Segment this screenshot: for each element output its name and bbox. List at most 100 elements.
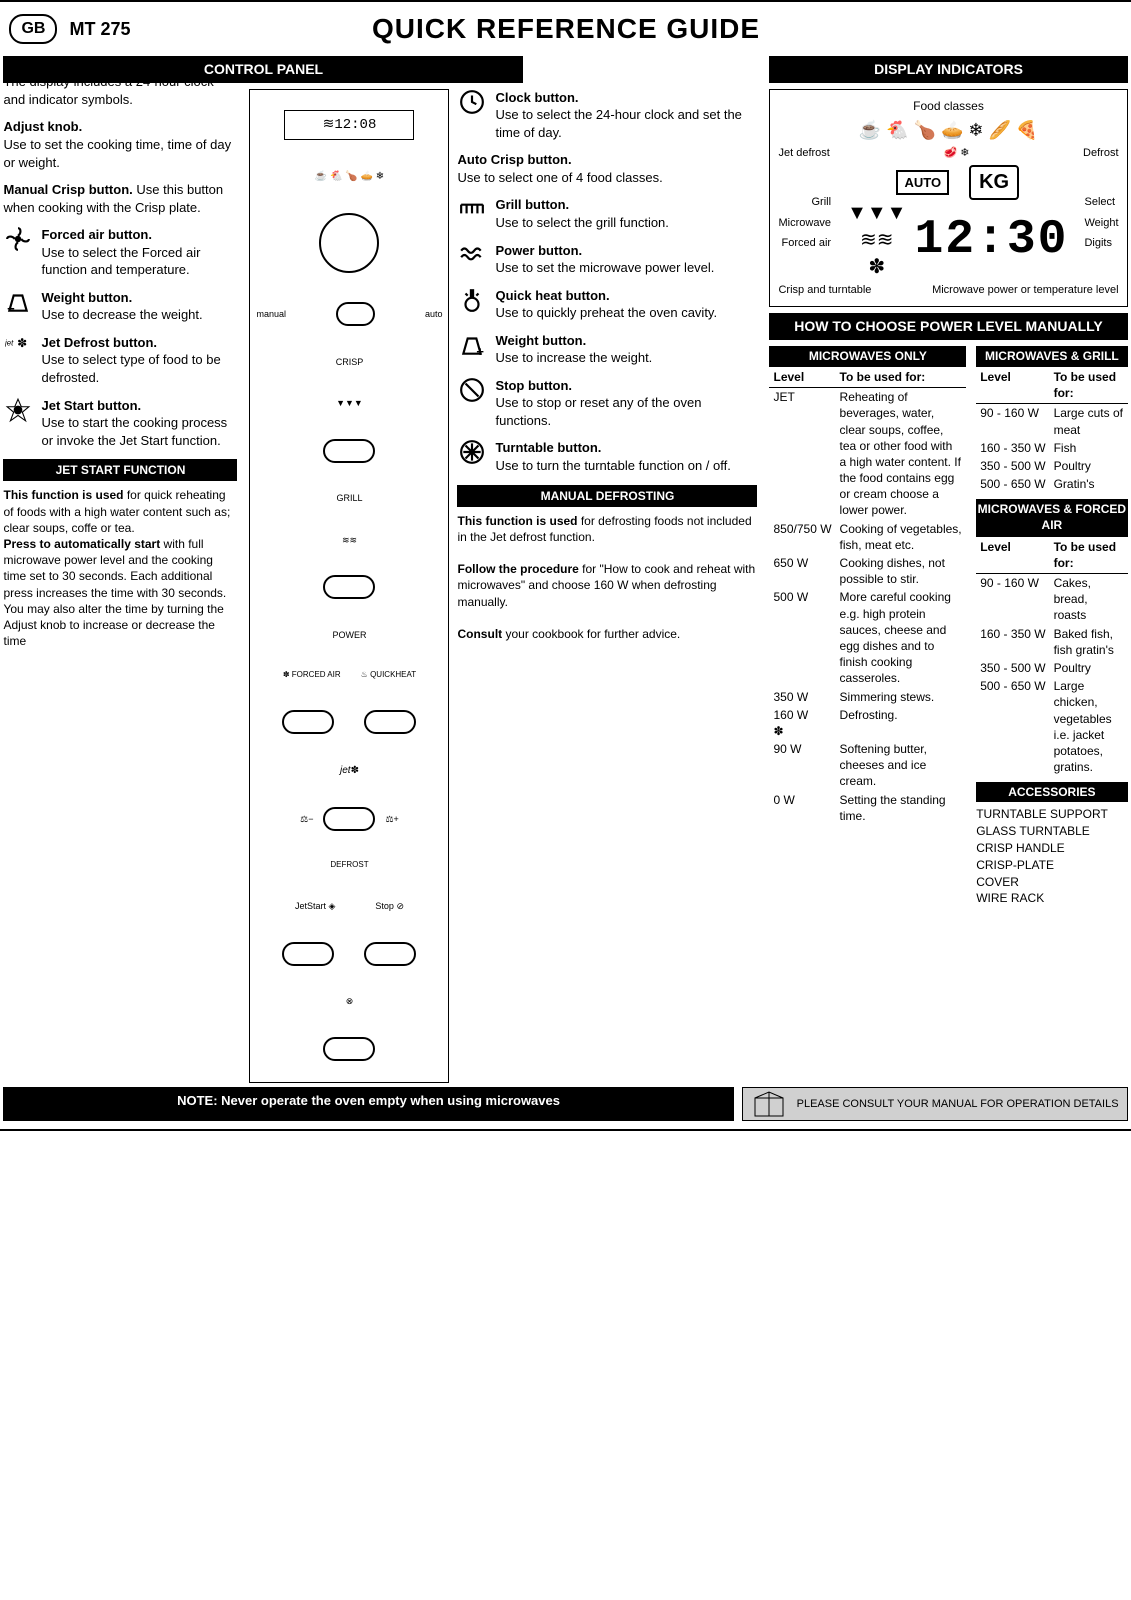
gr-x: Use to select the grill function. [495, 215, 668, 230]
lbl-auto: auto [425, 308, 443, 320]
forced-air-desc: Forced air button. Use to select the For… [3, 226, 237, 279]
table-row: 350 - 500 WPoultry [976, 659, 1127, 677]
columns: Digital display. The display includes a … [0, 56, 1131, 1087]
tt-t: Turntable button. [495, 440, 601, 455]
jd-text: Use to select type of food to be defrost… [41, 352, 220, 385]
mw-only-hdr: MICROWAVES ONLY [769, 346, 966, 366]
table-row: 160 - 350 WFish [976, 439, 1127, 457]
table-row: 850/750 WCooking of vegetables, fish, me… [769, 520, 966, 554]
quickheat-icon [457, 287, 487, 322]
jet-start-hdr: JET START FUNCTION [3, 459, 237, 481]
jet-defrost-icon: jet✽ [3, 334, 33, 387]
panel-display: ≋ 12:08 [284, 110, 414, 140]
col-left: Digital display. The display includes a … [3, 56, 243, 1083]
jetstart-button [282, 942, 334, 966]
tt-x: Use to turn the turntable function on / … [495, 458, 730, 473]
defrost-lbl: Defrost [1083, 146, 1118, 161]
manual-crisp-desc: Manual Crisp button. Use this button whe… [3, 181, 237, 216]
model-number: MT 275 [69, 17, 130, 41]
fa-title: Forced air button. [41, 227, 152, 242]
weight-minus-icon: − [3, 289, 33, 324]
power-button [323, 575, 375, 599]
st-x: Use to stop or reset any of the oven fun… [495, 395, 701, 428]
jet-defrost-lbl: Jet defrost [778, 146, 829, 161]
qh-t: Quick heat button. [495, 288, 609, 303]
panel-row: ≋ 12:08 ☕ 🐔 🍗 🥧 ❄ manual auto CRISP ▼▼▼ … [249, 89, 757, 1083]
th-tbu3: To be used for: [1050, 536, 1128, 573]
turntable-icon [457, 439, 487, 474]
stop-button [364, 942, 416, 966]
guide-sheet: GB MT 275 QUICK REFERENCE GUIDE Digital … [0, 0, 1131, 1131]
lbl-crisp: CRISP [336, 356, 364, 368]
clk-x: Use to select the 24-hour clock and set … [495, 107, 741, 140]
adjust-knob [319, 213, 379, 273]
table-row: 350 - 500 WPoultry [976, 457, 1127, 475]
table-row: 650 WCooking dishes, not possible to sti… [769, 554, 966, 588]
mw-temp-lbl: Microwave power or temperature level [932, 283, 1118, 298]
ac-t: Auto Crisp button. [457, 152, 571, 167]
table-row: 350 WSimmering stews. [769, 688, 966, 706]
table-row: 500 - 650 WLarge chicken, vegetables i.e… [976, 677, 1127, 776]
svg-text:+: + [477, 344, 485, 358]
th-lvl1: Level [769, 366, 835, 387]
jet-start-icon [3, 397, 33, 450]
header: GB MT 275 QUICK REFERENCE GUIDE [0, 2, 1131, 56]
d-dig: Digits [1084, 236, 1118, 251]
mw-grill-table: LevelTo be used for: 90 - 160 WLarge cut… [976, 366, 1127, 493]
power-icon [457, 242, 487, 277]
md3a: Consult [457, 627, 502, 641]
col-mid: CONTROL PANEL ≋ 12:08 ☕ 🐔 🍗 🥧 ❄ manual a… [243, 56, 763, 1083]
svg-text:jet: jet [5, 338, 14, 347]
table-row: 0 WSetting the standing time. [769, 791, 966, 825]
js-b1: This function is used [3, 488, 123, 502]
stop-icon [457, 377, 487, 430]
main-title: QUICK REFERENCE GUIDE [131, 10, 1002, 48]
d-fa: Forced air [778, 236, 831, 251]
th-lvl3: Level [976, 536, 1049, 573]
turntable-button [323, 1037, 375, 1061]
th-tbu2: To be used for: [1050, 366, 1128, 403]
qh-x: Use to quickly preheat the oven cavity. [495, 305, 717, 320]
manual-icon [751, 1090, 787, 1118]
fa-text: Use to select the Forced air function an… [41, 245, 200, 278]
mc-title: Manual Crisp button. [3, 182, 132, 197]
display-indicators-hdr: DISPLAY INDICATORS [769, 56, 1127, 83]
list-item: CRISP HANDLE [976, 840, 1127, 857]
lbl-defrost: DEFROST [330, 860, 368, 871]
list-item: WIRE RACK [976, 890, 1127, 907]
control-panel-hdr: CONTROL PANEL [3, 56, 523, 83]
defrost-button [323, 807, 375, 831]
accessories-list: TURNTABLE SUPPORTGLASS TURNTABLECRISP HA… [976, 806, 1127, 907]
table-row: 500 - 650 WGratin's [976, 475, 1127, 493]
ak-title: Adjust knob. [3, 119, 82, 134]
clock-icon [457, 89, 487, 142]
mw-grill-hdr: MICROWAVES & GRILL [976, 346, 1127, 366]
food-class-icons: ☕ 🐔 🍗 🥧 ❄ 🥖 🍕 [778, 118, 1118, 142]
consult-box: PLEASE CONSULT YOUR MANUAL FOR OPERATION… [742, 1087, 1128, 1121]
lbl-grill: GRILL [336, 492, 362, 504]
crisp-button [336, 302, 375, 326]
list-item: TURNTABLE SUPPORT [976, 806, 1127, 823]
th-lvl2: Level [976, 366, 1049, 403]
display-digits: 12:30 [914, 208, 1068, 273]
jd-title: Jet Defrost button. [41, 335, 157, 350]
d-grill: Grill [778, 195, 831, 210]
table-row: 90 - 160 WCakes, bread, roasts [976, 574, 1127, 625]
table-row: 90 - 160 WLarge cuts of meat [976, 404, 1127, 439]
weight-minus-desc: − Weight button. Use to decrease the wei… [3, 289, 237, 324]
list-item: COVER [976, 874, 1127, 891]
consult-text: PLEASE CONSULT YOUR MANUAL FOR OPERATION… [797, 1097, 1119, 1112]
md2a: Follow the procedure [457, 562, 578, 576]
grill-icon [457, 196, 487, 231]
js-title: Jet Start button. [41, 398, 141, 413]
lbl-manual: manual [256, 308, 286, 320]
table-row: 160 - 350 WBaked fish, fish gratin's [976, 625, 1127, 659]
list-item: GLASS TURNTABLE [976, 823, 1127, 840]
col-right: DISPLAY INDICATORS Food classes ☕ 🐔 🍗 🥧 … [763, 56, 1127, 1083]
mw-fa-hdr: MICROWAVES & FORCED AIR [976, 499, 1127, 535]
d-mw: Microwave [778, 216, 831, 231]
d-sel: Select [1084, 195, 1118, 210]
table-row: JETReheating of beverages, water, clear … [769, 388, 966, 520]
js-b2: Press to automatically start [3, 537, 160, 551]
ac-x: Use to select one of 4 food classes. [457, 170, 662, 185]
